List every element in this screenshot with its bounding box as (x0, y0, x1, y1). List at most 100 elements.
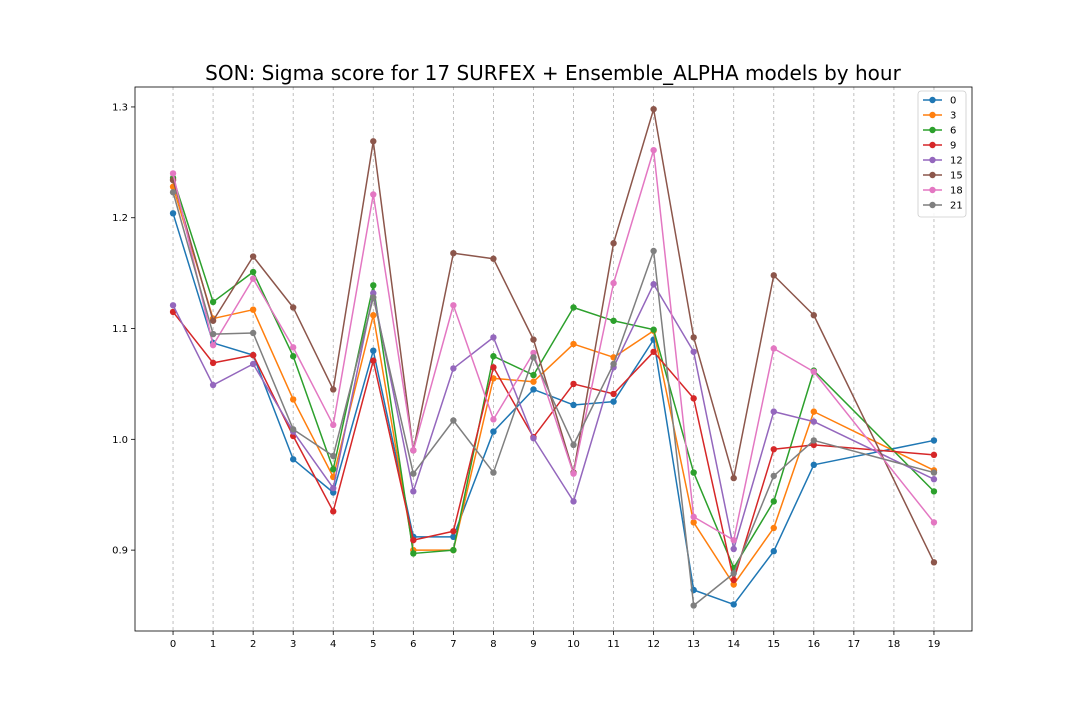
data-point (810, 461, 818, 469)
legend-swatch-marker (929, 201, 936, 209)
y-tick-label: 0.9 (112, 546, 128, 557)
x-tick-label: 15 (767, 639, 780, 650)
x-tick-label: 14 (727, 639, 740, 650)
x-tick-label: 10 (567, 639, 580, 650)
series-3 (169, 183, 938, 588)
data-point (249, 268, 257, 276)
data-point (169, 189, 177, 196)
data-point (730, 581, 737, 588)
data-point (490, 255, 497, 262)
data-point (169, 210, 177, 217)
data-point (930, 437, 938, 444)
data-point (690, 513, 697, 521)
data-point (810, 437, 818, 444)
data-point (530, 386, 537, 393)
data-point (730, 536, 737, 544)
x-tick-label: 1 (210, 639, 216, 650)
data-point (209, 317, 217, 324)
legend-swatch-marker (929, 126, 936, 134)
legend-swatch-marker (929, 171, 936, 179)
data-point (730, 474, 737, 482)
series-line (172, 283, 935, 550)
data-point (770, 524, 777, 532)
x-tick-label: 11 (607, 639, 620, 650)
data-point (690, 469, 697, 476)
data-point (690, 519, 697, 526)
legend-label: 21 (950, 201, 963, 212)
legend-item: 12 (923, 156, 963, 167)
data-point (810, 368, 818, 375)
legend-label: 0 (950, 96, 956, 107)
data-point (530, 371, 537, 379)
data-point (330, 386, 337, 393)
gridlines (172, 87, 935, 631)
data-point (370, 294, 377, 301)
data-point (330, 489, 337, 496)
data-point (770, 345, 777, 352)
data-point (289, 396, 297, 403)
series-12 (169, 281, 938, 553)
legend-label: 6 (950, 126, 956, 137)
data-point (690, 348, 697, 355)
data-point (930, 476, 938, 483)
legend-item: 15 (923, 171, 963, 182)
data-point (370, 357, 377, 364)
data-point (410, 488, 417, 495)
data-point (490, 334, 497, 341)
data-point (249, 351, 257, 359)
data-point (770, 548, 777, 555)
series-line (172, 213, 935, 606)
data-point (289, 304, 297, 311)
data-point (169, 302, 177, 309)
x-tick-label: 12 (647, 639, 660, 650)
data-point (370, 191, 377, 198)
data-point (610, 360, 617, 368)
series-21 (169, 189, 938, 609)
data-point (530, 336, 537, 343)
data-point (410, 550, 417, 557)
data-point (370, 289, 377, 297)
data-point (650, 348, 657, 355)
data-point (169, 308, 177, 316)
legend-label: 18 (950, 186, 963, 197)
data-point (730, 570, 737, 577)
legend-label: 3 (950, 111, 956, 122)
data-point (730, 545, 737, 553)
x-tick-label: 9 (530, 639, 536, 650)
data-point (490, 364, 497, 371)
data-point (289, 456, 297, 463)
data-point (690, 602, 697, 609)
data-point (610, 398, 617, 405)
legend-swatch-marker (929, 96, 936, 104)
series-6 (169, 174, 938, 572)
data-point (570, 380, 577, 388)
legend-swatch-marker (929, 111, 936, 119)
data-point (450, 528, 457, 535)
legend-label: 12 (950, 156, 963, 167)
data-point (530, 349, 537, 357)
data-point (169, 170, 177, 177)
data-point (490, 416, 497, 423)
x-tick-label: 0 (170, 639, 176, 650)
data-point (770, 408, 777, 415)
data-point (610, 317, 617, 324)
x-tick-label: 13 (687, 639, 700, 650)
legend-label: 9 (950, 141, 956, 152)
data-point (289, 353, 297, 360)
data-point (370, 312, 377, 319)
legend-item: 0 (923, 96, 956, 107)
data-point (730, 601, 737, 608)
data-point (930, 469, 938, 476)
legend: 0 3 6 9 12 15 18 21 (917, 90, 967, 218)
y-tick-label: 1.1 (112, 324, 128, 335)
legend-item: 21 (923, 201, 963, 212)
data-point (770, 472, 777, 480)
data-point (610, 390, 617, 398)
data-point (810, 441, 818, 449)
data-point (930, 559, 938, 566)
data-point (690, 395, 697, 402)
x-tick-label: 5 (370, 639, 376, 650)
legend-label: 15 (950, 171, 963, 182)
data-point (490, 353, 497, 360)
